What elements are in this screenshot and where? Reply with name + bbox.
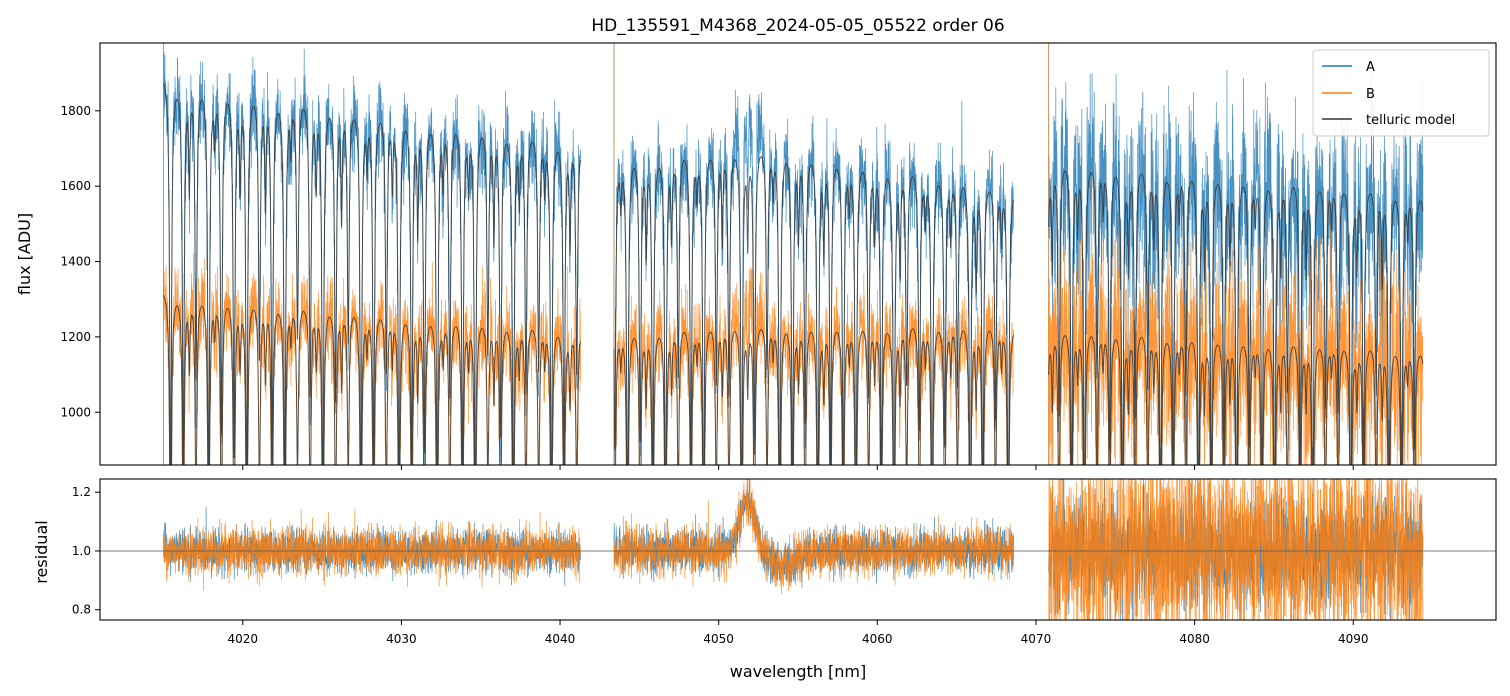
- xtick-label: 4040: [545, 632, 576, 646]
- residual-panel: 0.81.01.2 4020 4030 4040 4050 4060 4070 4080 40…: [32, 478, 1497, 681]
- residual-panel-frame: [99, 478, 1497, 621]
- chart-title: HD_135591_M4368_2024-05-05_05522 order 0…: [591, 16, 1004, 36]
- legend-box: [1312, 49, 1490, 137]
- telluric-model: [163, 83, 1424, 465]
- residual-ytick-label: 0.8: [72, 603, 91, 617]
- residual-ytick-label: 1.2: [72, 485, 91, 499]
- flux-y-axis: 1000 1200 1400 1600 1800: [60, 104, 100, 419]
- xtick-label: 4070: [1021, 632, 1052, 646]
- flux-x-ticks: [242, 465, 1354, 470]
- residual-y-axis: 0.8 1.0 1.2: [72, 485, 100, 617]
- residual-series-b: [163, 479, 1424, 620]
- legend-label-a: A: [1366, 60, 1375, 75]
- telluric-model-a-segment-1: [163, 83, 581, 465]
- xtick-label: 4090: [1338, 632, 1369, 646]
- xtick-label: 4020: [227, 632, 258, 646]
- legend: A B telluric model: [1312, 49, 1490, 137]
- residual-ytick-label: 1.0: [72, 544, 91, 558]
- xtick-label: 4060: [862, 632, 893, 646]
- telluric-model-a-segment-2: [613, 156, 1015, 465]
- legend-label-b: B: [1366, 87, 1375, 102]
- residual-b-segment-2: [613, 479, 1014, 595]
- residual-x-axis: 4020 4030 4040 4050 4060 4070 4080 4090: [227, 620, 1369, 646]
- flux-ytick-label: 1200: [60, 330, 91, 344]
- flux-ylabel: flux [ADU]: [15, 213, 34, 295]
- xtick-label: 4030: [386, 632, 417, 646]
- xtick-label: 4080: [1179, 632, 1210, 646]
- residual-ylabel: residual: [32, 520, 51, 583]
- residual-series-layer: [100, 479, 1496, 620]
- flux-panel-frame: [99, 42, 1497, 466]
- legend-label-telluric: telluric model: [1366, 113, 1455, 128]
- telluric-model-b-segment-1: [163, 294, 581, 465]
- flux-ytick-label: 1000: [60, 405, 91, 419]
- xlabel: wavelength [nm]: [730, 662, 867, 681]
- flux-series-layer: [163, 43, 1424, 465]
- residual-a-segment-2: [613, 479, 1014, 589]
- flux-ytick-label: 1800: [60, 104, 91, 118]
- flux-panel: 1000 1200 1400 1600 1800 flux [ADU] A B tell…: [15, 42, 1497, 470]
- residual-b-segment-3: [1048, 479, 1424, 620]
- flux-b-segment-2: [613, 266, 1014, 465]
- telluric-model-a-segment-3: [1048, 170, 1424, 465]
- flux-ytick-label: 1600: [60, 179, 91, 193]
- xtick-label: 4050: [703, 632, 734, 646]
- telluric-model-b-segment-2: [615, 328, 1015, 465]
- flux-ytick-label: 1400: [60, 255, 91, 269]
- telluric-model-b-segment-3: [1048, 335, 1424, 465]
- residual-b-segment-1: [163, 508, 581, 591]
